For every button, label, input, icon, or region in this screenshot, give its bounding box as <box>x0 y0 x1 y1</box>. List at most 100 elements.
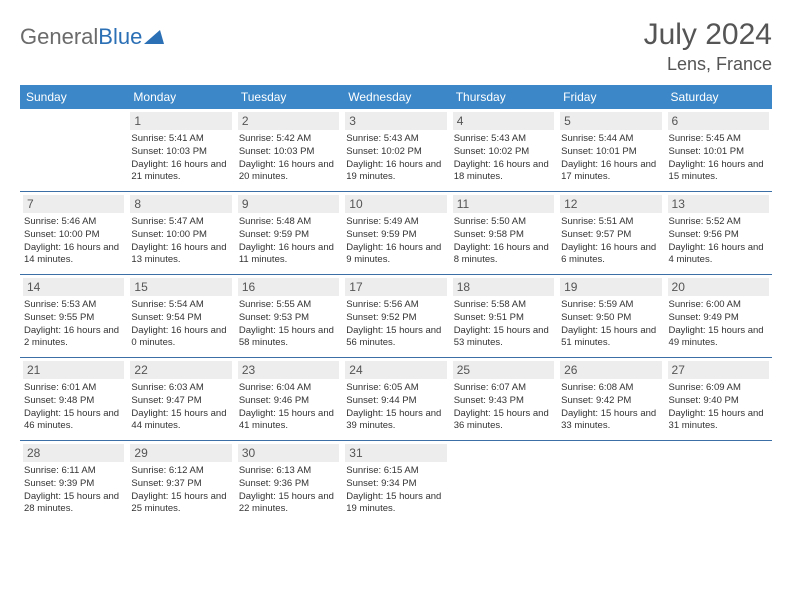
location: Lens, France <box>644 54 772 75</box>
day-number: 5 <box>560 112 661 130</box>
day-cell: 11 Sunrise: 5:50 AMSunset: 9:58 PMDayligh… <box>450 192 557 274</box>
dow-cell: Saturday <box>665 85 772 109</box>
logo-text: GeneralBlue <box>20 24 142 50</box>
day-number: 19 <box>560 278 661 296</box>
day-cell: 15 Sunrise: 5:54 AMSunset: 9:54 PMDayligh… <box>127 275 234 357</box>
day-info: Sunrise: 5:48 AMSunset: 9:59 PMDaylight:… <box>239 216 338 267</box>
empty-day-cell <box>557 441 664 523</box>
weeks-container: 1Sunrise: 5:41 AMSunset: 10:03 PMDayligh… <box>20 109 772 523</box>
day-cell: 3 Sunrise: 5:43 AMSunset: 10:02 PMDayligh… <box>342 109 449 191</box>
dow-cell: Thursday <box>450 85 557 109</box>
day-cell: 12 Sunrise: 5:51 AMSunset: 9:57 PMDayligh… <box>557 192 664 274</box>
day-info: Sunrise: 6:04 AMSunset: 9:46 PMDaylight:… <box>239 382 338 433</box>
day-number: 2 <box>238 112 339 130</box>
day-info: Sunrise: 5:58 AMSunset: 9:51 PMDaylight:… <box>454 299 553 350</box>
day-cell: 23 Sunrise: 6:04 AMSunset: 9:46 PMDayligh… <box>235 358 342 440</box>
day-cell: 13Sunrise: 5:52 AMSunset: 9:56 PMDayligh… <box>665 192 772 274</box>
day-info: Sunrise: 5:49 AMSunset: 9:59 PMDaylight:… <box>346 216 445 267</box>
day-info: Sunrise: 6:11 AMSunset: 9:39 PMDaylight:… <box>24 465 123 516</box>
day-number: 9 <box>238 195 339 213</box>
day-info: Sunrise: 5:44 AMSunset: 10:01 PMDaylight… <box>561 133 660 184</box>
week-row: 7 Sunrise: 5:46 AMSunset: 10:00 PMDayligh… <box>20 192 772 275</box>
day-info: Sunrise: 5:53 AMSunset: 9:55 PMDaylight:… <box>24 299 123 350</box>
day-info: Sunrise: 5:41 AMSunset: 10:03 PMDaylight… <box>131 133 230 184</box>
day-cell: 27 Sunrise: 6:09 AMSunset: 9:40 PMDayligh… <box>665 358 772 440</box>
day-cell: 31 Sunrise: 6:15 AMSunset: 9:34 PMDayligh… <box>342 441 449 523</box>
day-info: Sunrise: 5:43 AMSunset: 10:02 PMDaylight… <box>454 133 553 184</box>
day-info: Sunrise: 5:43 AMSunset: 10:02 PMDaylight… <box>346 133 445 184</box>
day-number: 8 <box>130 195 231 213</box>
day-cell: 6Sunrise: 5:45 AMSunset: 10:01 PMDayligh… <box>665 109 772 191</box>
day-cell: 26Sunrise: 6:08 AMSunset: 9:42 PMDayligh… <box>557 358 664 440</box>
day-cell: 2 Sunrise: 5:42 AMSunset: 10:03 PMDayligh… <box>235 109 342 191</box>
day-info: Sunrise: 5:51 AMSunset: 9:57 PMDaylight:… <box>561 216 660 267</box>
day-info: Sunrise: 6:13 AMSunset: 9:36 PMDaylight:… <box>239 465 338 516</box>
day-info: Sunrise: 5:52 AMSunset: 9:56 PMDaylight:… <box>669 216 768 267</box>
header: GeneralBlue July 2024 Lens, France <box>20 18 772 75</box>
day-info: Sunrise: 5:47 AMSunset: 10:00 PMDaylight… <box>131 216 230 267</box>
logo-triangle-icon <box>144 30 164 44</box>
day-info: Sunrise: 5:54 AMSunset: 9:54 PMDaylight:… <box>131 299 230 350</box>
day-number: 23 <box>238 361 339 379</box>
day-cell: 24 Sunrise: 6:05 AMSunset: 9:44 PMDayligh… <box>342 358 449 440</box>
month-title: July 2024 <box>644 18 772 52</box>
calendar: SundayMondayTuesdayWednesdayThursdayFrid… <box>20 85 772 523</box>
day-cell: 18 Sunrise: 5:58 AMSunset: 9:51 PMDayligh… <box>450 275 557 357</box>
day-info: Sunrise: 5:42 AMSunset: 10:03 PMDaylight… <box>239 133 338 184</box>
dow-cell: Tuesday <box>235 85 342 109</box>
day-cell: 29Sunrise: 6:12 AMSunset: 9:37 PMDayligh… <box>127 441 234 523</box>
week-row: 1Sunrise: 5:41 AMSunset: 10:03 PMDayligh… <box>20 109 772 192</box>
day-cell: 28 Sunrise: 6:11 AMSunset: 9:39 PMDayligh… <box>20 441 127 523</box>
day-number: 6 <box>668 112 769 130</box>
week-row: 21Sunrise: 6:01 AMSunset: 9:48 PMDayligh… <box>20 358 772 441</box>
day-cell: 14 Sunrise: 5:53 AMSunset: 9:55 PMDayligh… <box>20 275 127 357</box>
day-number: 12 <box>560 195 661 213</box>
day-number: 16 <box>238 278 339 296</box>
logo: GeneralBlue <box>20 18 164 50</box>
day-cell: 17Sunrise: 5:56 AMSunset: 9:52 PMDayligh… <box>342 275 449 357</box>
day-of-week-row: SundayMondayTuesdayWednesdayThursdayFrid… <box>20 85 772 109</box>
logo-text-blue: Blue <box>98 24 142 49</box>
day-cell: 22Sunrise: 6:03 AMSunset: 9:47 PMDayligh… <box>127 358 234 440</box>
dow-cell: Friday <box>557 85 664 109</box>
empty-day-cell <box>20 109 127 191</box>
day-number: 31 <box>345 444 446 462</box>
day-number: 20 <box>668 278 769 296</box>
day-info: Sunrise: 6:12 AMSunset: 9:37 PMDaylight:… <box>131 465 230 516</box>
day-number: 18 <box>453 278 554 296</box>
day-info: Sunrise: 6:07 AMSunset: 9:43 PMDaylight:… <box>454 382 553 433</box>
empty-day-cell <box>450 441 557 523</box>
day-info: Sunrise: 5:55 AMSunset: 9:53 PMDaylight:… <box>239 299 338 350</box>
day-info: Sunrise: 5:50 AMSunset: 9:58 PMDaylight:… <box>454 216 553 267</box>
day-number: 24 <box>345 361 446 379</box>
day-number: 25 <box>453 361 554 379</box>
day-info: Sunrise: 6:15 AMSunset: 9:34 PMDaylight:… <box>346 465 445 516</box>
day-cell: 16 Sunrise: 5:55 AMSunset: 9:53 PMDayligh… <box>235 275 342 357</box>
day-info: Sunrise: 6:05 AMSunset: 9:44 PMDaylight:… <box>346 382 445 433</box>
day-number: 22 <box>130 361 231 379</box>
day-number: 4 <box>453 112 554 130</box>
day-number: 3 <box>345 112 446 130</box>
day-number: 14 <box>23 278 124 296</box>
day-cell: 7 Sunrise: 5:46 AMSunset: 10:00 PMDayligh… <box>20 192 127 274</box>
day-cell: 19Sunrise: 5:59 AMSunset: 9:50 PMDayligh… <box>557 275 664 357</box>
day-cell: 20Sunrise: 6:00 AMSunset: 9:49 PMDayligh… <box>665 275 772 357</box>
dow-cell: Monday <box>127 85 234 109</box>
day-number: 26 <box>560 361 661 379</box>
day-cell: 25 Sunrise: 6:07 AMSunset: 9:43 PMDayligh… <box>450 358 557 440</box>
day-number: 7 <box>23 195 124 213</box>
day-number: 27 <box>668 361 769 379</box>
day-number: 15 <box>130 278 231 296</box>
day-number: 11 <box>453 195 554 213</box>
day-info: Sunrise: 5:46 AMSunset: 10:00 PMDaylight… <box>24 216 123 267</box>
day-cell: 21Sunrise: 6:01 AMSunset: 9:48 PMDayligh… <box>20 358 127 440</box>
day-number: 10 <box>345 195 446 213</box>
week-row: 28 Sunrise: 6:11 AMSunset: 9:39 PMDayligh… <box>20 441 772 523</box>
day-cell: 1Sunrise: 5:41 AMSunset: 10:03 PMDayligh… <box>127 109 234 191</box>
day-number: 30 <box>238 444 339 462</box>
day-info: Sunrise: 6:09 AMSunset: 9:40 PMDaylight:… <box>669 382 768 433</box>
week-row: 14 Sunrise: 5:53 AMSunset: 9:55 PMDayligh… <box>20 275 772 358</box>
day-number: 21 <box>23 361 124 379</box>
day-number: 28 <box>23 444 124 462</box>
day-cell: 10 Sunrise: 5:49 AMSunset: 9:59 PMDayligh… <box>342 192 449 274</box>
